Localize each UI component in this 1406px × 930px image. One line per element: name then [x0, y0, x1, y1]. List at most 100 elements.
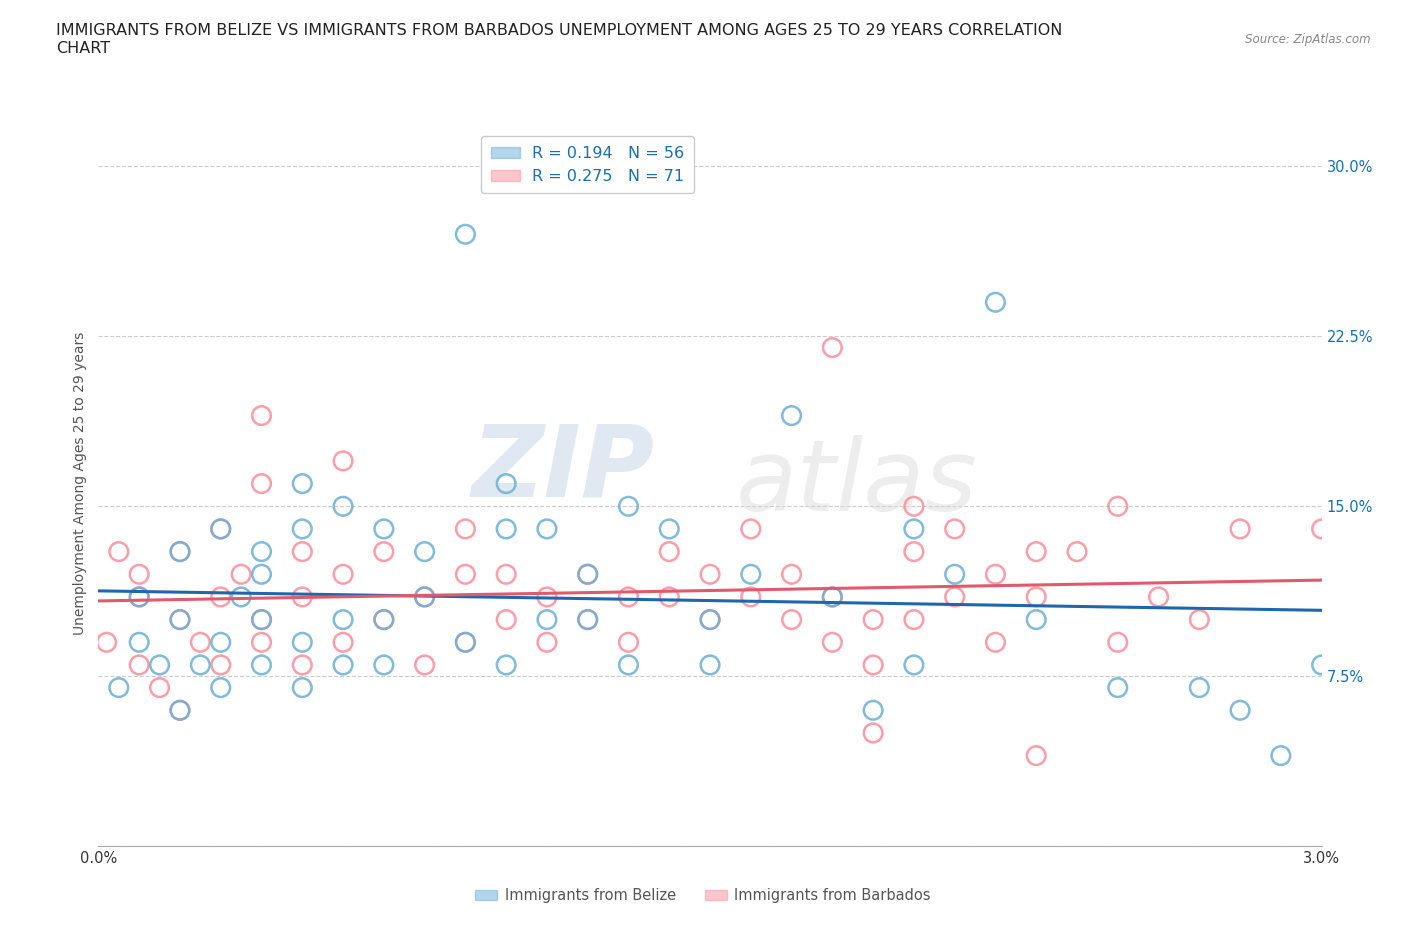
Point: [128, 567, 150, 582]
Point: [1025, 544, 1047, 559]
Point: [209, 635, 232, 650]
Point: [780, 408, 803, 423]
Point: [1188, 680, 1211, 695]
Point: [862, 612, 884, 627]
Point: [780, 567, 803, 582]
Point: [332, 454, 354, 469]
Point: [231, 590, 253, 604]
Point: [231, 567, 253, 582]
Point: [740, 522, 762, 537]
Point: [495, 476, 517, 491]
Point: [1107, 635, 1129, 650]
Point: [1229, 703, 1251, 718]
Point: [291, 658, 314, 672]
Point: [250, 408, 273, 423]
Point: [413, 658, 436, 672]
Point: [169, 612, 191, 627]
Point: [291, 635, 314, 650]
Point: [250, 544, 273, 559]
Point: [291, 476, 314, 491]
Point: [250, 567, 273, 582]
Point: [536, 635, 558, 650]
Point: [821, 340, 844, 355]
Point: [1025, 612, 1047, 627]
Point: [658, 522, 681, 537]
Point: [984, 567, 1007, 582]
Point: [1066, 544, 1088, 559]
Text: ZIP: ZIP: [472, 420, 655, 518]
Legend: R = 0.194   N = 56, R = 0.275   N = 71: R = 0.194 N = 56, R = 0.275 N = 71: [481, 136, 695, 193]
Text: IMMIGRANTS FROM BELIZE VS IMMIGRANTS FROM BARBADOS UNEMPLOYMENT AMONG AGES 25 TO: IMMIGRANTS FROM BELIZE VS IMMIGRANTS FRO…: [56, 23, 1063, 56]
Point: [1310, 522, 1333, 537]
Point: [576, 567, 599, 582]
Point: [617, 658, 640, 672]
Point: [903, 498, 925, 513]
Point: [576, 567, 599, 582]
Point: [149, 680, 172, 695]
Point: [413, 544, 436, 559]
Point: [169, 544, 191, 559]
Point: [495, 522, 517, 537]
Point: [1107, 680, 1129, 695]
Point: [943, 590, 966, 604]
Point: [250, 635, 273, 650]
Y-axis label: Unemployment Among Ages 25 to 29 years: Unemployment Among Ages 25 to 29 years: [73, 332, 87, 635]
Point: [1025, 590, 1047, 604]
Point: [413, 590, 436, 604]
Point: [943, 522, 966, 537]
Point: [536, 612, 558, 627]
Point: [943, 567, 966, 582]
Point: [1229, 522, 1251, 537]
Point: [108, 680, 131, 695]
Point: [373, 612, 395, 627]
Point: [903, 522, 925, 537]
Point: [821, 635, 844, 650]
Point: [576, 612, 599, 627]
Point: [291, 680, 314, 695]
Point: [1310, 658, 1333, 672]
Point: [169, 703, 191, 718]
Point: [454, 635, 477, 650]
Point: [903, 658, 925, 672]
Point: [250, 612, 273, 627]
Point: [1188, 612, 1211, 627]
Point: [454, 522, 477, 537]
Point: [454, 227, 477, 242]
Point: [373, 544, 395, 559]
Point: [332, 635, 354, 650]
Point: [209, 590, 232, 604]
Point: [658, 544, 681, 559]
Point: [291, 522, 314, 537]
Point: [250, 658, 273, 672]
Point: [413, 590, 436, 604]
Point: [209, 522, 232, 537]
Point: [169, 703, 191, 718]
Point: [96, 635, 118, 650]
Point: [373, 658, 395, 672]
Point: [1025, 748, 1047, 763]
Point: [454, 567, 477, 582]
Text: Source: ZipAtlas.com: Source: ZipAtlas.com: [1246, 33, 1371, 46]
Point: [1270, 748, 1292, 763]
Point: [169, 544, 191, 559]
Point: [984, 635, 1007, 650]
Point: [108, 544, 131, 559]
Point: [209, 658, 232, 672]
Point: [903, 544, 925, 559]
Point: [291, 590, 314, 604]
Point: [332, 567, 354, 582]
Point: [1107, 498, 1129, 513]
Point: [984, 295, 1007, 310]
Point: [291, 544, 314, 559]
Point: [862, 658, 884, 672]
Legend: Immigrants from Belize, Immigrants from Barbados: Immigrants from Belize, Immigrants from …: [470, 882, 936, 909]
Point: [821, 590, 844, 604]
Point: [188, 635, 212, 650]
Point: [658, 590, 681, 604]
Point: [699, 612, 721, 627]
Point: [250, 612, 273, 627]
Point: [128, 635, 150, 650]
Point: [495, 658, 517, 672]
Point: [821, 590, 844, 604]
Point: [740, 567, 762, 582]
